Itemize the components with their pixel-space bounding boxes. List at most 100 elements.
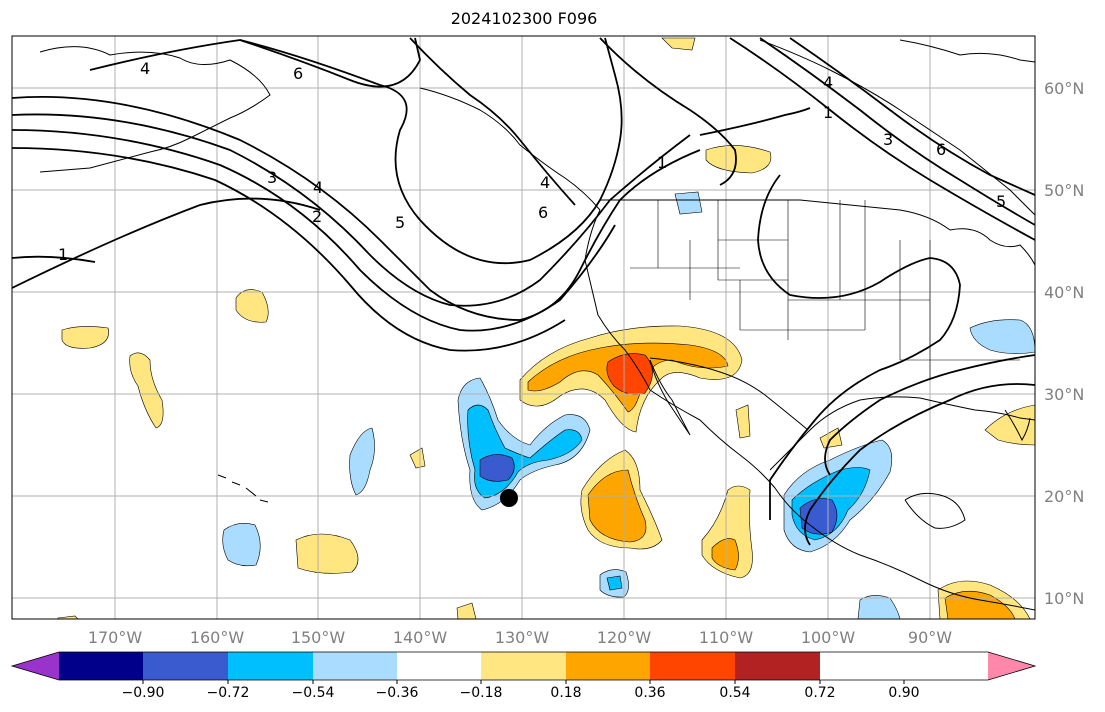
colorbar-segment	[228, 652, 313, 680]
positive-region	[735, 404, 751, 439]
yucatan	[904, 492, 966, 529]
contour-label: 1	[657, 153, 667, 172]
contour-label: 2	[312, 207, 322, 226]
contour-line	[599, 37, 737, 186]
colorbar-segment	[481, 652, 566, 680]
plot-area	[12, 36, 1035, 619]
contour-line	[757, 174, 961, 520]
colorbar-segment	[650, 652, 735, 680]
colorbar-outline	[10, 651, 1037, 681]
negative-region	[349, 427, 375, 496]
contour-line	[12, 129, 616, 332]
contour-label: 3	[267, 168, 277, 187]
colorbar-segment	[735, 652, 820, 680]
contour-labels: 4 6 4 1 3 6 5 3 4 2 5 6 4 1 1	[58, 59, 1006, 264]
contour-label: 6	[538, 203, 548, 222]
longitude-labels: 170°W 160°W 150°W 140°W 130°W 120°W 110°…	[88, 628, 952, 647]
positive-region	[456, 602, 477, 619]
storm-position-dot	[500, 489, 518, 507]
great-lakes	[949, 228, 1035, 266]
negative-region	[479, 454, 515, 482]
lon-label: 150°W	[291, 628, 346, 647]
contour-line	[89, 37, 421, 88]
lon-label: 170°W	[88, 628, 143, 647]
positive-region	[606, 353, 653, 395]
contour-label: 6	[936, 140, 946, 159]
colorbar-segment	[313, 652, 397, 680]
hawaii-islands	[217, 474, 269, 503]
negative-region	[222, 523, 261, 567]
colorbar-tick-label: −0.54	[292, 685, 335, 701]
negative-region	[606, 575, 623, 591]
us-mexico-border	[649, 357, 809, 431]
negative-region	[674, 191, 703, 215]
shaded-anomalies	[57, 37, 1035, 619]
contour-line	[12, 255, 96, 263]
lat-label: 10°N	[1044, 589, 1084, 608]
colorbar-segment	[59, 652, 143, 680]
contour-label: 4	[313, 178, 323, 197]
contour-label: 5	[996, 192, 1006, 211]
north-america-west-coast	[584, 209, 1035, 611]
contour-line	[804, 383, 1035, 546]
positive-region	[409, 447, 426, 469]
colorbar-extend-max	[988, 652, 1035, 680]
contour-line	[699, 107, 811, 136]
positive-region	[295, 533, 359, 574]
contour-label: 3	[883, 130, 893, 149]
us-canada-border	[600, 199, 951, 231]
canada-north-island	[899, 39, 1035, 63]
contour-label: 1	[823, 103, 833, 122]
contour-label: 1	[58, 245, 68, 264]
colorbar: −0.90 −0.72 −0.54 −0.36 −0.18 0.18 0.36 0.54 0.7…	[10, 651, 1037, 701]
colorbar-tick-label: 0.18	[550, 685, 581, 701]
colorbar-tick-label: −0.36	[376, 685, 419, 701]
contour-label: 4	[540, 173, 550, 192]
contour-label: 4	[140, 59, 150, 78]
colorbar-tick-label: 0.54	[719, 685, 750, 701]
contour-line	[12, 197, 321, 289]
contour-lines	[12, 37, 1035, 546]
gridlines	[12, 36, 1035, 619]
positive-region	[129, 352, 164, 429]
alaska-coast	[39, 46, 271, 173]
contour-label: 4	[823, 73, 833, 92]
colorbar-tick-label: 0.36	[634, 685, 665, 701]
negative-region	[969, 319, 1035, 354]
contour-label: 5	[395, 213, 405, 232]
colorbar-tick-label: 0.90	[888, 685, 919, 701]
colorbar-segments	[59, 652, 820, 680]
alaska-panhandle	[419, 87, 601, 211]
plot-frame	[11, 35, 1036, 620]
contour-line	[409, 37, 576, 206]
colorbar-ticks: −0.90 −0.72 −0.54 −0.36 −0.18 0.18 0.36 0.54 0.7…	[122, 680, 920, 701]
lon-label: 90°W	[908, 628, 952, 647]
map-title: 2024102300 F096	[450, 9, 598, 28]
lon-label: 120°W	[597, 628, 652, 647]
colorbar-tick-label: 0.72	[804, 685, 835, 701]
colorbar-segment	[397, 652, 481, 680]
positive-region	[711, 538, 739, 571]
positive-region	[235, 289, 269, 323]
colorbar-tick-label: −0.90	[122, 685, 165, 701]
contour-line	[729, 37, 1035, 241]
contour-line	[12, 113, 691, 307]
lat-label: 30°N	[1044, 385, 1084, 404]
baja-california	[649, 359, 691, 436]
colorbar-tick-label: −0.72	[207, 685, 250, 701]
contour-line	[824, 354, 1035, 476]
colorbar-extend-min	[12, 652, 59, 680]
lat-label: 60°N	[1044, 79, 1084, 98]
gulf-coast	[769, 396, 1035, 471]
lon-label: 130°W	[495, 628, 550, 647]
lon-label: 110°W	[699, 628, 754, 647]
contour-line	[12, 147, 566, 352]
colorbar-tick-label: −0.18	[460, 685, 503, 701]
positive-region	[984, 404, 1035, 446]
positive-region	[587, 469, 647, 543]
colorbar-segment	[143, 652, 228, 680]
contour-line	[759, 37, 1035, 226]
lat-label: 40°N	[1044, 283, 1084, 302]
lon-label: 160°W	[190, 628, 245, 647]
